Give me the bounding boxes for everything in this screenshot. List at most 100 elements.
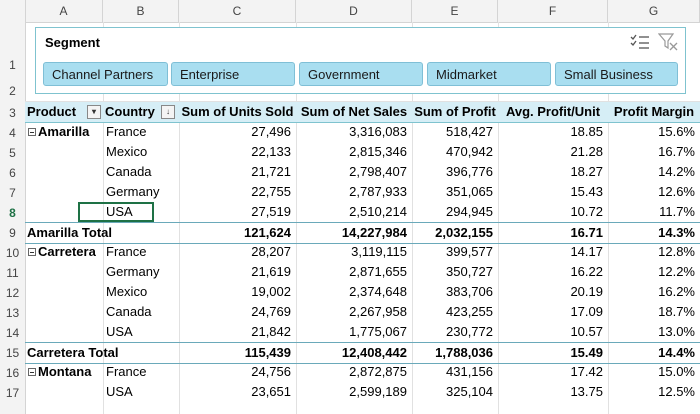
column-header-f[interactable]: F <box>498 0 608 22</box>
slicer-item-government[interactable]: Government <box>299 62 423 86</box>
slicer-item-channel-partners[interactable]: Channel Partners <box>43 62 168 86</box>
column-header-a[interactable]: A <box>25 0 103 22</box>
value-cell-sales[interactable]: 2,871,655 <box>349 264 407 279</box>
value-cell-sales[interactable]: 12,408,442 <box>341 345 407 360</box>
row-number-selected[interactable]: 8 <box>9 206 16 220</box>
country-cell[interactable]: Germany <box>106 184 160 199</box>
pivot-data-row[interactable]: Germany 21,619 2,871,655 350,727 16.22 12.2% <box>25 262 700 282</box>
value-cell-avg[interactable]: 21.28 <box>570 144 603 159</box>
value-cell-units[interactable]: 22,755 <box>251 184 291 199</box>
value-cell-avg[interactable]: 10.57 <box>570 324 603 339</box>
value-cell-sales[interactable]: 2,798,407 <box>349 164 407 179</box>
value-cell-avg[interactable]: 15.43 <box>570 184 603 199</box>
pivot-data-row[interactable]: Mexico 19,002 2,374,648 383,706 20.19 16.2% <box>25 282 700 302</box>
value-cell-avg[interactable]: 14.17 <box>570 244 603 259</box>
value-cell-sales[interactable]: 14,227,984 <box>341 225 407 240</box>
value-cell-avg[interactable]: 16.22 <box>570 264 603 279</box>
row-number[interactable]: 7 <box>9 186 16 200</box>
pivot-data-row[interactable]: USA 21,842 1,775,067 230,772 10.57 13.0% <box>25 322 700 342</box>
country-cell[interactable]: France <box>106 124 147 139</box>
value-cell-profit[interactable]: 399,577 <box>446 244 493 259</box>
value-cell-margin[interactable]: 13.0% <box>658 324 695 339</box>
subtotal-label[interactable]: Carretera Total <box>27 345 119 360</box>
column-header-c[interactable]: C <box>179 0 296 22</box>
value-cell-units[interactable]: 22,133 <box>251 144 291 159</box>
pivot-data-row[interactable]: Amarilla France 27,496 3,316,083 518,427 18.8… <box>25 122 700 142</box>
country-cell[interactable]: Mexico <box>106 144 148 159</box>
country-cell[interactable]: France <box>106 244 147 259</box>
pivot-subtotal-row[interactable]: Amarilla Total 121,624 14,227,984 2,032,155… <box>25 222 700 244</box>
value-cell-margin[interactable]: 14.4% <box>658 345 695 360</box>
pivot-subtotal-row[interactable]: Carretera Total 115,439 12,408,442 1,788,03… <box>25 342 700 364</box>
value-cell-units[interactable]: 27,519 <box>251 204 291 219</box>
column-header-b[interactable]: B <box>103 0 179 22</box>
header-profit-margin[interactable]: Profit Margin <box>613 104 695 119</box>
country-sort-dropdown-icon[interactable]: ↓ <box>161 105 175 119</box>
pivot-data-row[interactable]: USA 27,519 2,510,214 294,945 10.72 11.7% <box>25 202 700 222</box>
value-cell-avg[interactable]: 16.71 <box>570 225 603 240</box>
header-net-sales[interactable]: Sum of Net Sales <box>300 104 408 119</box>
slicer-item-midmarket[interactable]: Midmarket <box>427 62 551 86</box>
value-cell-profit[interactable]: 350,727 <box>446 264 493 279</box>
subtotal-label[interactable]: Amarilla Total <box>27 225 113 240</box>
value-cell-profit[interactable]: 2,032,155 <box>435 225 493 240</box>
value-cell-margin[interactable]: 16.7% <box>658 144 695 159</box>
row-number[interactable]: 2 <box>9 84 16 98</box>
value-cell-avg[interactable]: 17.09 <box>570 304 603 319</box>
collapse-icon[interactable] <box>28 368 36 376</box>
value-cell-sales[interactable]: 2,510,214 <box>349 204 407 219</box>
value-cell-avg[interactable]: 18.27 <box>570 164 603 179</box>
row-number[interactable]: 14 <box>5 326 20 340</box>
row-number[interactable]: 13 <box>5 306 20 320</box>
segment-slicer[interactable]: Segment Channel Partners Enterprise Gove… <box>35 27 686 94</box>
value-cell-units[interactable]: 19,002 <box>251 284 291 299</box>
select-all-corner[interactable] <box>0 0 26 22</box>
value-cell-margin[interactable]: 15.0% <box>658 364 695 379</box>
header-product[interactable]: Product ▾ <box>27 102 103 122</box>
value-cell-margin[interactable]: 14.3% <box>658 225 695 240</box>
value-cell-units[interactable]: 115,439 <box>244 345 291 360</box>
row-number[interactable]: 17 <box>5 386 20 400</box>
value-cell-profit[interactable]: 431,156 <box>446 364 493 379</box>
country-cell[interactable]: Canada <box>106 164 152 179</box>
value-cell-avg[interactable]: 18.85 <box>570 124 603 139</box>
header-country[interactable]: Country ↓ <box>105 102 179 122</box>
value-cell-margin[interactable]: 15.6% <box>658 124 695 139</box>
row-number[interactable]: 15 <box>5 346 20 360</box>
row-number[interactable]: 6 <box>9 166 16 180</box>
value-cell-sales[interactable]: 2,599,189 <box>349 384 407 399</box>
value-cell-margin[interactable]: 12.2% <box>658 264 695 279</box>
row-number[interactable]: 9 <box>9 226 16 240</box>
product-cell[interactable]: Carretera <box>28 242 104 262</box>
row-number[interactable]: 12 <box>5 286 20 300</box>
header-avg-profit-unit[interactable]: Avg. Profit/Unit <box>505 104 601 119</box>
country-cell[interactable]: USA <box>106 384 133 399</box>
value-cell-sales[interactable]: 2,787,933 <box>349 184 407 199</box>
value-cell-profit[interactable]: 1,788,036 <box>435 345 493 360</box>
value-cell-sales[interactable]: 3,119,115 <box>351 244 407 259</box>
row-number[interactable]: 16 <box>5 366 20 380</box>
pivot-data-row[interactable]: Montana France 24,756 2,872,875 431,156 17.42… <box>25 362 700 382</box>
country-cell[interactable]: France <box>106 364 147 379</box>
value-cell-sales[interactable]: 3,316,083 <box>349 124 407 139</box>
value-cell-units[interactable]: 121,624 <box>244 225 291 240</box>
value-cell-avg[interactable]: 17.42 <box>570 364 603 379</box>
product-cell[interactable]: Amarilla <box>28 122 104 142</box>
country-cell[interactable]: Germany <box>106 264 160 279</box>
value-cell-units[interactable]: 24,769 <box>251 304 291 319</box>
value-cell-profit[interactable]: 396,776 <box>446 164 493 179</box>
header-units-sold[interactable]: Sum of Units Sold <box>181 104 294 119</box>
pivot-data-row[interactable]: Carretera France 28,207 3,119,115 399,577 14.… <box>25 242 700 262</box>
country-cell[interactable]: USA <box>106 324 133 339</box>
value-cell-avg[interactable]: 20.19 <box>570 284 603 299</box>
value-cell-margin[interactable]: 14.2% <box>658 164 695 179</box>
pivot-data-row[interactable]: Germany 22,755 2,787,933 351,065 15.43 12.6% <box>25 182 700 202</box>
pivot-data-row[interactable]: Canada 24,769 2,267,958 423,255 17.09 18.7% <box>25 302 700 322</box>
column-header-e[interactable]: E <box>412 0 498 22</box>
row-number[interactable]: 10 <box>5 246 20 260</box>
value-cell-units[interactable]: 23,651 <box>251 384 291 399</box>
value-cell-profit[interactable]: 294,945 <box>446 204 493 219</box>
value-cell-profit[interactable]: 351,065 <box>446 184 493 199</box>
column-header-d[interactable]: D <box>296 0 412 22</box>
product-cell[interactable]: Montana <box>28 362 104 382</box>
